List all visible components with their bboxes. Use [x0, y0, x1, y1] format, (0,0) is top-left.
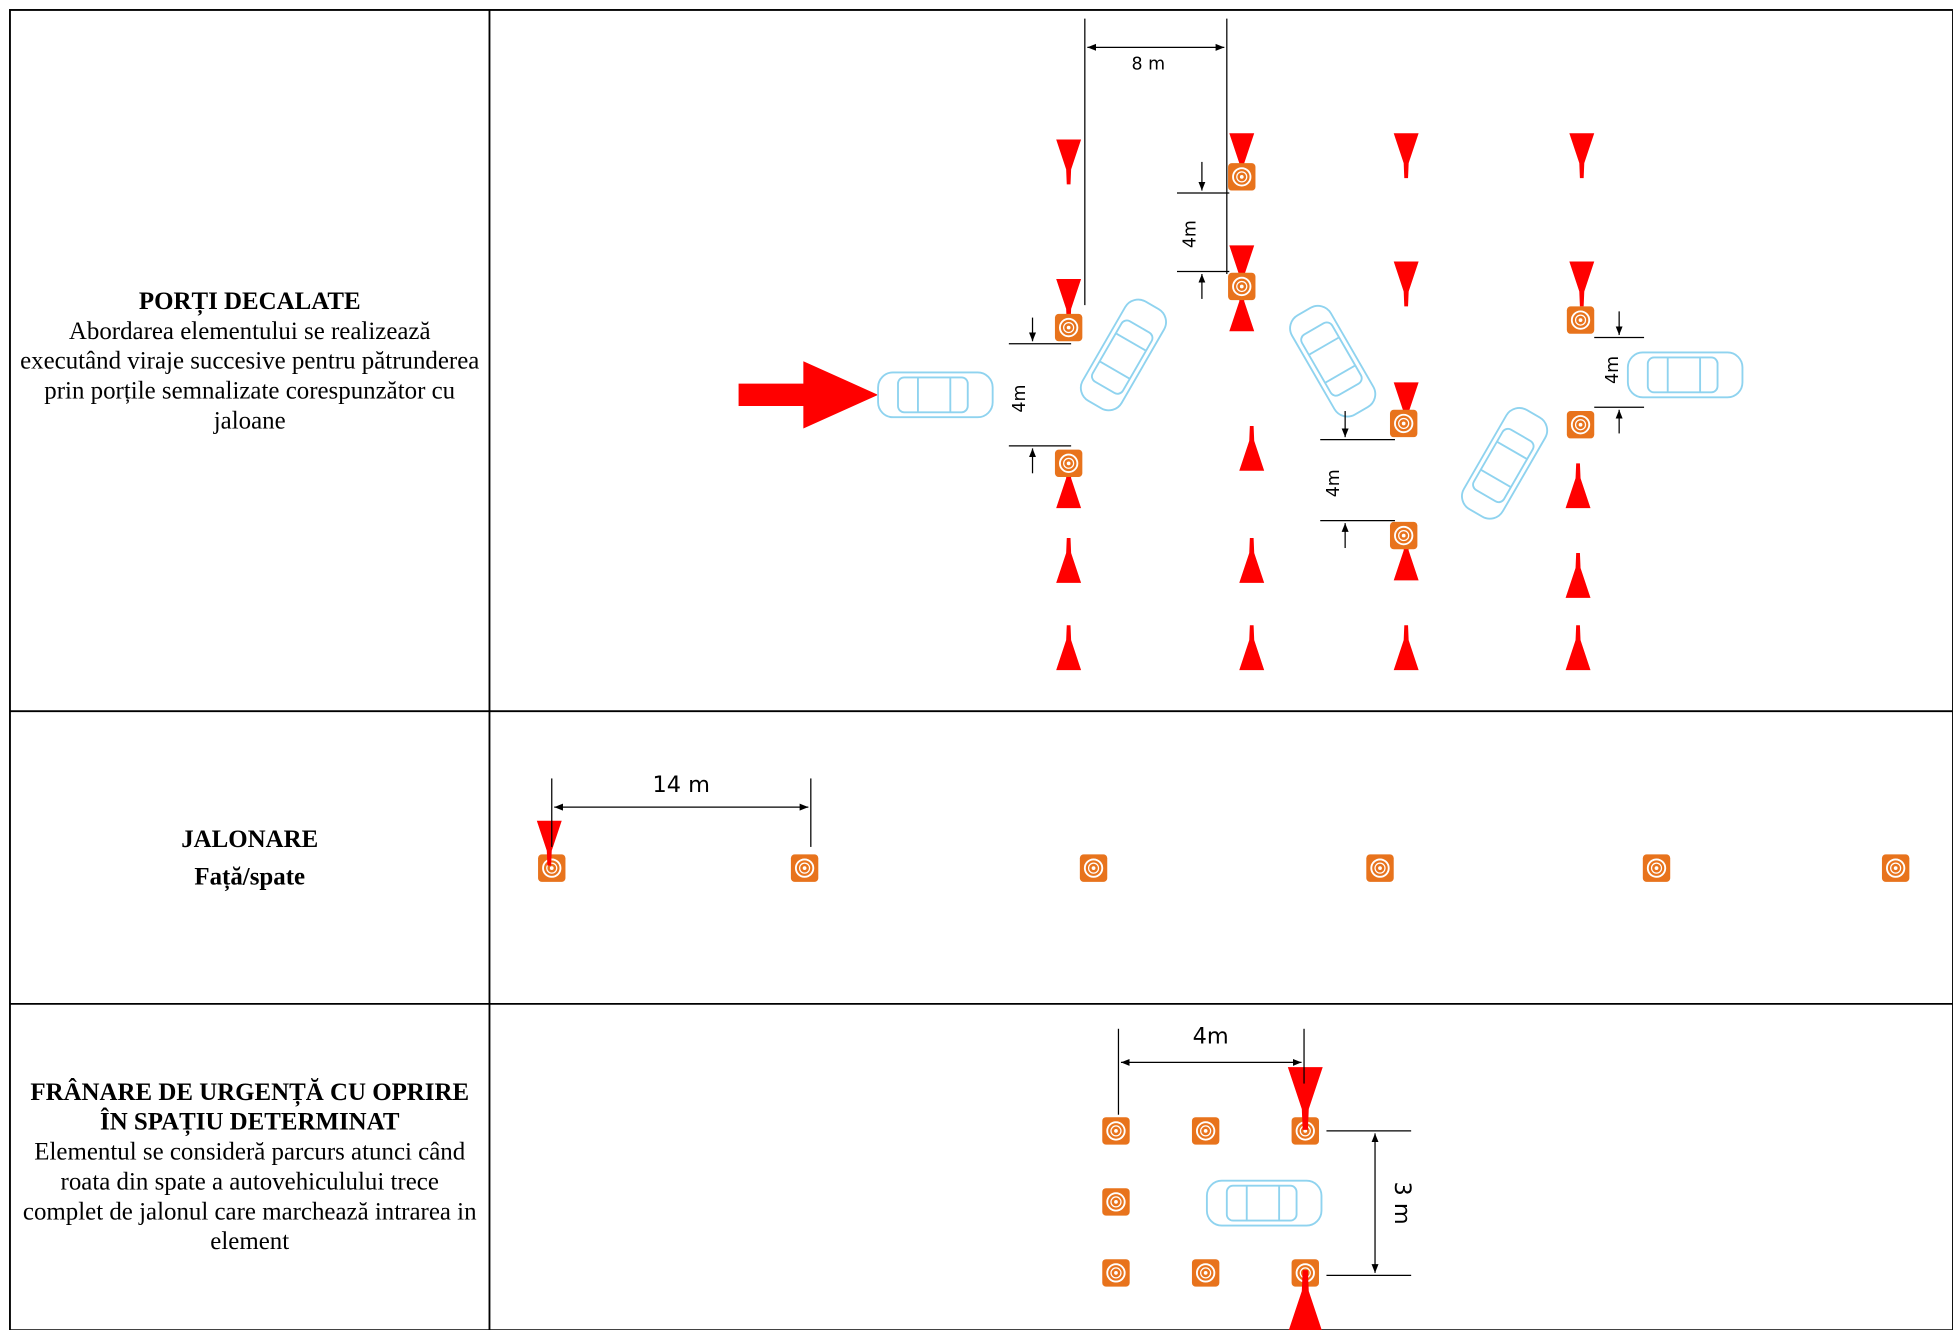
row-title: JALONARE [181, 825, 319, 853]
dimension-label: 14 m [653, 772, 710, 798]
row-description: Abordarea elementului se realizează exec… [20, 316, 480, 435]
row-subtitle: Față/spate [194, 862, 306, 890]
cell: PORȚI DECALATE Abordarea elementului se … [11, 11, 488, 710]
row-title: PORȚI DECALATE [138, 287, 361, 315]
dimension-label: 3 m [1389, 1182, 1415, 1225]
row-description: Elementul se consideră parcurs atunci câ… [22, 1138, 477, 1256]
porti-decalate-diagram: 8 m 4m 4m 4m 4m [738, 18, 1744, 671]
dimension-label: 4m [1324, 469, 1344, 497]
row-title: FRÂNARE DE URGENȚĂ CU OPRIRE ÎN SPAȚIU D… [30, 1078, 470, 1136]
dimension-label: 4m [1193, 1024, 1229, 1050]
dimension-label: 4m [1181, 220, 1201, 248]
dimension-label: 8 m [1132, 55, 1166, 75]
dimension-label: 4m [1603, 356, 1623, 384]
dimension-label: 4m [1010, 385, 1030, 413]
franare-diagram: 4m 3 m [1101, 1024, 1415, 1330]
jalonare-diagram: 14 m [536, 772, 1911, 883]
cell: FRÂNARE DE URGENȚĂ CU OPRIRE ÎN SPAȚIU D… [11, 1005, 488, 1329]
cell: JALONARE Față/spate [11, 712, 488, 1002]
